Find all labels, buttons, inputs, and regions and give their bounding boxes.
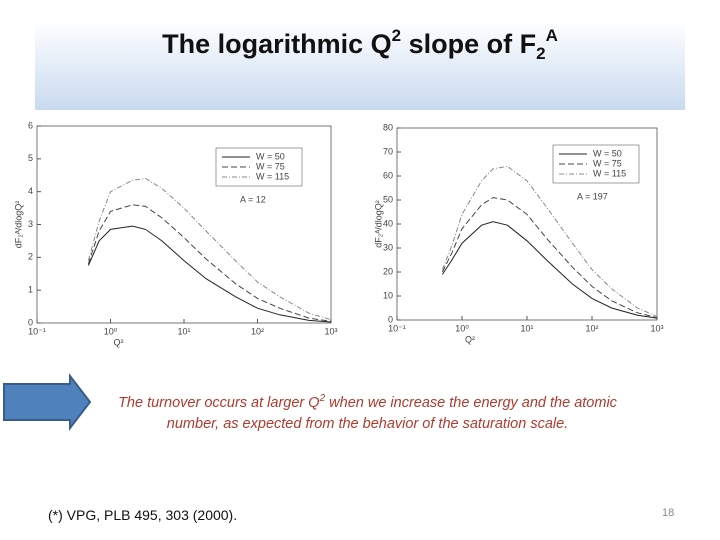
legend-label: W = 115 — [256, 171, 289, 181]
caption: The turnover occurs at larger Q2 when we… — [95, 388, 640, 435]
y-axis-label: dF₂ᴬ/dlogQ² — [13, 201, 23, 249]
slide-title: The logarithmic Q2 slope of F2A — [0, 26, 720, 64]
caption-sup: 2 — [319, 393, 326, 404]
y-tick-label: 80 — [383, 122, 393, 132]
legend-label: W = 50 — [593, 148, 622, 158]
y-tick-label: 0 — [28, 317, 33, 327]
x-axis-label: Q² — [465, 334, 475, 344]
caption-text: The turnover occurs at larger Q — [118, 395, 320, 411]
x-tick-label: 10¹ — [177, 326, 190, 336]
series-line — [441, 197, 658, 319]
y-tick-label: 40 — [383, 218, 393, 228]
x-tick-label: 10³ — [324, 326, 337, 336]
footnote: (*) VPG, PLB 495, 303 (2000). — [48, 507, 238, 523]
title-text: slope of F — [401, 29, 537, 59]
arrow — [3, 373, 92, 431]
annotation: A = 12 — [240, 194, 266, 204]
y-tick-label: 0 — [388, 314, 393, 324]
x-tick-label: 10² — [585, 323, 598, 333]
y-tick-label: 1 — [28, 285, 33, 295]
series-line — [87, 204, 332, 322]
series-line — [87, 225, 332, 323]
x-tick-label: 10⁰ — [104, 326, 118, 336]
y-tick-label: 3 — [28, 219, 33, 229]
series-line — [87, 177, 332, 321]
series-line — [441, 165, 658, 317]
caption-text: when we increase the energy and the atom… — [166, 395, 617, 432]
legend-box — [215, 147, 303, 187]
x-tick-label: 10⁰ — [455, 323, 469, 333]
series-line — [441, 221, 658, 319]
y-tick-label: 20 — [383, 266, 393, 276]
legend-box — [552, 144, 640, 184]
title-sup: A — [545, 26, 558, 45]
x-tick-label: 10⁻¹ — [28, 326, 46, 336]
x-tick-label: 10³ — [650, 323, 663, 333]
x-tick-label: 10⁻¹ — [388, 323, 406, 333]
title-sub: 2 — [536, 44, 546, 63]
x-axis-label: Q² — [114, 337, 124, 347]
y-tick-label: 60 — [383, 170, 393, 180]
y-axis-label: dF₂ᴬ/dlogQ² — [373, 200, 383, 248]
y-tick-label: 70 — [383, 146, 393, 156]
legend-label: W = 75 — [256, 161, 285, 171]
page-number: 18 — [662, 507, 675, 519]
legend-label: W = 50 — [256, 151, 285, 161]
y-tick-label: 6 — [28, 120, 33, 130]
x-tick-label: 10² — [251, 326, 264, 336]
header-band — [35, 20, 685, 110]
y-tick-label: 2 — [28, 252, 33, 262]
legend-label: W = 115 — [593, 168, 626, 178]
y-tick-label: 30 — [383, 242, 393, 252]
y-tick-label: 5 — [28, 153, 33, 163]
legend-label: W = 75 — [593, 158, 622, 168]
annotation: A = 197 — [577, 191, 608, 201]
title-text: The logarithmic Q — [162, 29, 392, 59]
y-tick-label: 4 — [28, 186, 33, 196]
y-tick-label: 50 — [383, 194, 393, 204]
y-tick-label: 10 — [383, 290, 393, 300]
x-tick-label: 10¹ — [520, 323, 533, 333]
title-sup: 2 — [391, 26, 402, 45]
